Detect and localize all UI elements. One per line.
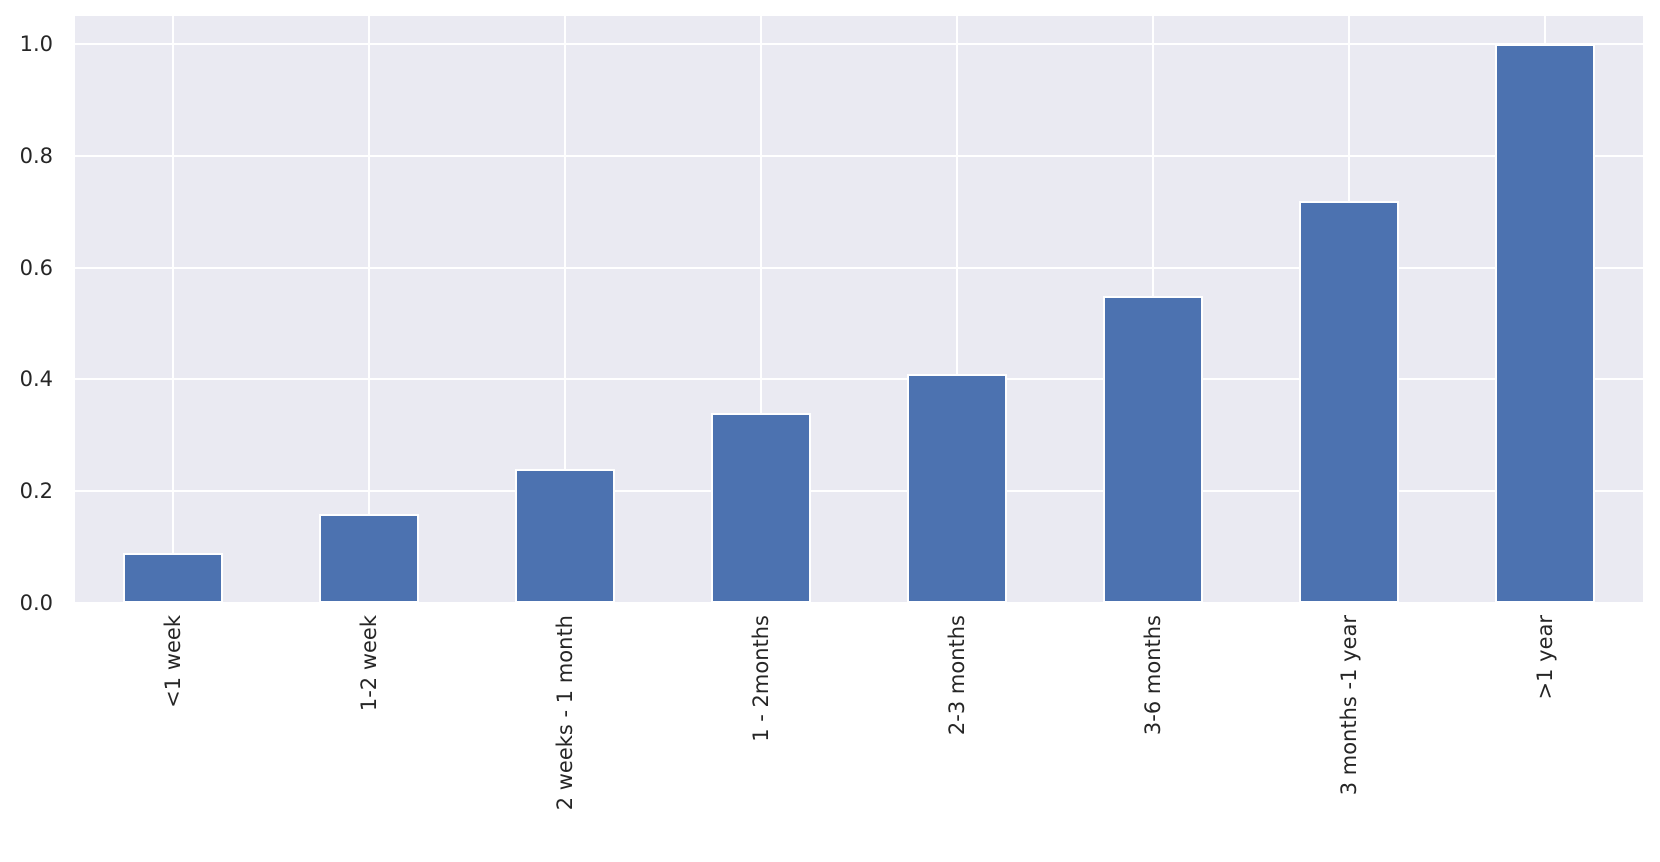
- bar-1-2-week: [319, 513, 419, 603]
- bar-1-2months: [711, 412, 811, 603]
- y-tick-label-0.8: 0.8: [19, 143, 53, 168]
- x-tick-label-3-6-months: 3-6 months: [1141, 615, 1165, 736]
- y-gridline-1.0: [75, 42, 1643, 45]
- y-tick-label-1.0: 1.0: [19, 31, 53, 56]
- x-tick-label-1-2months: 1 - 2months: [749, 615, 773, 742]
- y-gridline-0.8: [75, 154, 1643, 157]
- x-tick-label-2-3-months: 2-3 months: [945, 615, 969, 736]
- x-tick-label-1-year: >1 year: [1533, 615, 1557, 700]
- y-gridline-0.0: [75, 602, 1643, 604]
- y-tick-label-0.4: 0.4: [19, 367, 53, 392]
- bar-1-year: [1495, 43, 1595, 603]
- bar-1-week: [123, 552, 223, 603]
- bar-2-weeks-1-month: [515, 468, 615, 603]
- x-gridline-1-week: [172, 16, 174, 603]
- y-gridline-0.2: [75, 490, 1643, 493]
- y-tick-label-0.0: 0.0: [19, 591, 53, 615]
- x-gridline-2-3-months: [956, 16, 958, 603]
- x-gridline-1-2months: [760, 16, 762, 603]
- bar-3-6-months: [1103, 295, 1203, 603]
- y-gridline-0.6: [75, 266, 1643, 269]
- x-tick-label-1-2-week: 1-2 week: [357, 615, 381, 712]
- y-tick-label-0.2: 0.2: [19, 479, 53, 504]
- x-gridline-1-2-week: [368, 16, 370, 603]
- y-gridline-0.4: [75, 378, 1643, 381]
- x-tick-label-1-week: <1 week: [161, 615, 185, 708]
- x-gridline-2-weeks-1-month: [564, 16, 566, 603]
- bar-2-3-months: [907, 373, 1007, 603]
- bar-3-months-1-year: [1299, 200, 1399, 603]
- y-tick-label-0.6: 0.6: [19, 255, 53, 280]
- x-tick-label-3-months-1-year: 3 months -1 year: [1337, 615, 1361, 796]
- plot-area: [75, 16, 1643, 604]
- x-tick-label-2-weeks-1-month: 2 weeks - 1 month: [553, 615, 577, 811]
